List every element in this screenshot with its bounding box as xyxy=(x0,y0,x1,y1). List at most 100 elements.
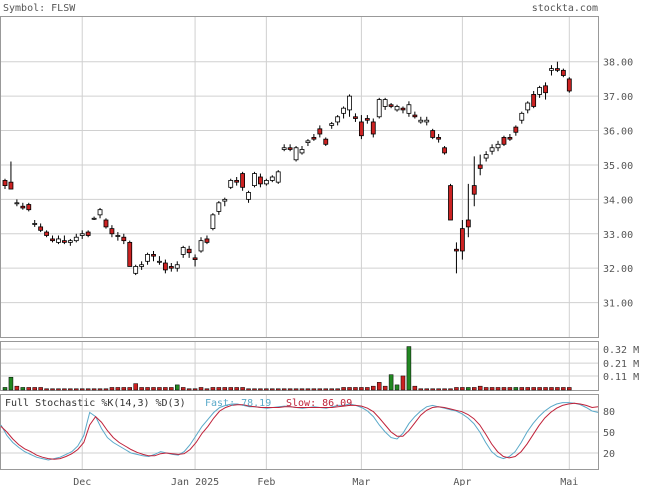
candle-body xyxy=(560,69,566,76)
volume-bar xyxy=(127,387,132,391)
volume-bar xyxy=(543,387,548,391)
x-tick-label: Dec xyxy=(73,477,91,486)
volume-bar xyxy=(359,387,364,391)
volume-bar xyxy=(406,346,412,391)
volume-bar xyxy=(305,388,311,391)
volume-bar xyxy=(567,387,572,391)
candle-body xyxy=(168,266,174,269)
stochastic-slow-line xyxy=(0,402,599,460)
candle-body xyxy=(246,192,251,200)
volume-bar xyxy=(448,388,453,391)
candle-body xyxy=(543,85,548,94)
volume-bar xyxy=(525,387,530,391)
price-tick-label: 31.00 xyxy=(603,299,633,310)
volume-bar xyxy=(477,385,483,391)
volume-bar xyxy=(275,388,281,391)
candle-body xyxy=(162,262,168,271)
volume-bar xyxy=(472,387,477,391)
candle-body xyxy=(305,140,311,143)
candle-body xyxy=(424,119,430,123)
candle-body xyxy=(157,260,162,263)
volume-bar xyxy=(335,388,340,391)
volume-bar xyxy=(507,387,513,391)
candle-body xyxy=(335,116,341,123)
candle-body xyxy=(566,78,572,92)
candle-body xyxy=(97,209,103,216)
candle-body xyxy=(347,95,352,111)
candle-body xyxy=(115,235,121,237)
volume-bar xyxy=(97,388,103,391)
volume-bar xyxy=(501,387,507,391)
volume-bar xyxy=(531,387,536,391)
volume-bar xyxy=(376,382,382,391)
volume-bar xyxy=(341,387,346,391)
volume-bar xyxy=(38,387,43,391)
candle-body xyxy=(2,180,8,187)
volume-bar xyxy=(14,385,20,391)
candle-body xyxy=(91,217,97,220)
candle-body xyxy=(67,240,73,243)
candle-body xyxy=(364,118,370,121)
volume-bar xyxy=(270,388,275,391)
volume-bar xyxy=(204,388,210,391)
volume-bar xyxy=(139,387,144,391)
candle-body xyxy=(370,121,376,135)
volume-bar xyxy=(489,387,495,391)
x-tick-label: Feb xyxy=(257,477,275,486)
volume-bar xyxy=(68,388,73,391)
volume-bar xyxy=(109,387,115,391)
volume-bar xyxy=(151,387,156,391)
volume-bar xyxy=(281,388,287,391)
candle-body xyxy=(62,240,67,243)
volume-bar xyxy=(169,387,174,391)
candle-body xyxy=(507,137,513,140)
volume-panel-frame xyxy=(0,341,599,391)
candle-body xyxy=(151,254,156,257)
candle-body xyxy=(281,147,287,150)
candle-body xyxy=(406,104,412,114)
volume-bar xyxy=(186,388,192,391)
x-axis-labels: Dec Jan 2025 Feb Mar Apr Mai xyxy=(73,477,578,486)
candle-body xyxy=(240,173,246,188)
candle-body xyxy=(269,176,275,181)
volume-bar xyxy=(442,388,447,391)
candle-body xyxy=(198,240,204,252)
candle-body xyxy=(448,185,453,221)
candle-body xyxy=(26,204,32,211)
stochastic-tick-label: 80 xyxy=(603,407,615,418)
volume-bar xyxy=(198,387,204,391)
candle-body xyxy=(234,180,240,183)
candle-body xyxy=(252,173,257,187)
candle-body xyxy=(32,223,38,225)
candle-body xyxy=(44,231,49,236)
volume-bar xyxy=(394,384,400,391)
candle-body xyxy=(531,94,537,107)
volume-grid xyxy=(1,348,598,377)
candle-body xyxy=(210,214,216,230)
volume-tick-label: 0.32 M xyxy=(603,345,639,356)
candle-body xyxy=(465,219,471,228)
candle-body xyxy=(299,149,305,154)
volume-bar xyxy=(44,388,49,391)
candle-body xyxy=(216,202,222,212)
volume-bar xyxy=(246,388,251,391)
volume-bar xyxy=(175,384,180,391)
volume-tick-label: 0.21 M xyxy=(603,359,639,370)
candle-body xyxy=(56,238,61,243)
volume-bar xyxy=(216,387,222,391)
stochastic-title: Full Stochastic %K(14,3) %D(3) xyxy=(5,398,186,409)
candle-body xyxy=(317,128,323,135)
volume-bar xyxy=(26,387,32,391)
candle-body xyxy=(519,112,525,121)
volume-bar xyxy=(347,387,352,391)
price-tick-label: 37.00 xyxy=(603,92,633,103)
volume-bar xyxy=(561,387,566,391)
candle-body xyxy=(489,147,495,152)
candle-body xyxy=(436,137,442,140)
candle-body xyxy=(459,228,465,252)
candle-body xyxy=(133,266,139,274)
volume-bar xyxy=(311,388,317,391)
candle-body xyxy=(258,176,263,185)
stochastic-lines xyxy=(0,402,599,461)
